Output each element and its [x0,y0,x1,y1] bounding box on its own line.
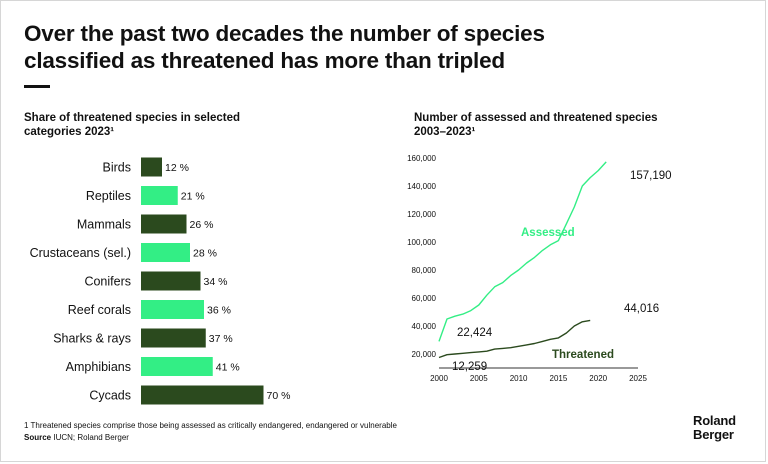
source-label: Source [24,433,52,442]
bar-chart: Birds 12 % Reptiles 21 % Mammals 26 % Crustace… [30,157,291,405]
threatened-line [438,319,591,359]
bar [141,357,213,376]
x-tick-label: 2015 [550,374,568,383]
bar-category-label: Mammals [77,218,131,232]
bar [141,186,178,205]
roland-berger-logo: Roland Berger [693,414,736,442]
source-line: Source IUCN; Roland Berger [24,432,129,444]
threatened-start-label: 12,259 [452,361,487,373]
y-tick-label: 100,000 [407,238,436,247]
logo-line-2: Berger [693,427,734,442]
bar [141,157,162,177]
bar-chart-title: Share of threatened species in selected … [24,111,314,139]
x-tick-label: 2000 [430,374,448,383]
line-chart-title-line-2: 2003–2023¹ [414,126,476,138]
threatened-end-label: 44,016 [624,303,659,315]
bar [141,271,201,291]
bar-value-label: 21 % [181,191,205,203]
line-chart: 20,000 40,000 60,000 80,000 100,000 120,000 14… [407,154,672,383]
bar-value-label: 34 % [204,276,228,288]
footnote: 1 Threatened species comprise those bein… [24,421,397,430]
y-tick-label: 80,000 [412,266,437,275]
bar-category-label: Reef corals [68,303,131,317]
y-tick-label: 60,000 [412,294,437,303]
x-tick-label: 2010 [510,374,528,383]
bar [141,300,204,319]
bar-chart-title-line-2: categories 2023¹ [24,126,115,138]
bar-category-label: Crustaceans (sel.) [30,246,131,260]
y-tick-label: 20,000 [412,350,437,359]
bar-value-label: 36 % [207,305,231,317]
bar-value-label: 37 % [209,333,233,345]
page-title: Over the past two decades the number of … [24,20,724,74]
source-text: IUCN; Roland Berger [53,433,129,442]
line-chart-title-line-1: Number of assessed and threatened specie… [414,112,658,124]
x-tick-label: 2020 [589,374,607,383]
assessed-series-label: Assessed [521,227,575,239]
bar [141,214,187,234]
bar-value-label: 41 % [216,362,240,374]
bar-chart-title-line-1: Share of threatened species in selected [24,112,241,124]
assessed-end-label: 157,190 [630,170,672,182]
y-tick-label: 160,000 [407,154,436,163]
bar-value-label: 28 % [193,248,217,260]
title-rule [24,85,50,88]
assessed-line [438,161,607,342]
y-tick-label: 40,000 [412,322,437,331]
title-line-1: Over the past two decades the number of … [24,21,545,46]
bar-category-label: Amphibians [66,360,131,374]
bar-value-label: 70 % [267,390,291,402]
bar-category-label: Reptiles [86,189,131,203]
bar-category-label: Sharks & rays [53,332,131,346]
logo-line-1: Roland [693,413,736,428]
bar-value-label: 26 % [190,219,214,231]
y-tick-label: 140,000 [407,182,436,191]
bar [141,328,206,348]
x-tick-label: 2005 [470,374,488,383]
threatened-series-label: Threatened [552,349,614,361]
bar-value-label: 12 % [165,162,189,174]
y-tick-label: 120,000 [407,210,436,219]
line-chart-title: Number of assessed and threatened specie… [414,111,714,139]
bar [141,243,190,262]
bar [141,385,264,405]
bar-category-label: Birds [103,161,131,175]
title-line-2: classified as threatened has more than t… [24,48,505,73]
bar-category-label: Conifers [84,275,131,289]
assessed-start-label: 22,424 [457,327,493,339]
x-tick-label: 2025 [629,374,647,383]
bar-category-label: Cycads [89,389,131,403]
